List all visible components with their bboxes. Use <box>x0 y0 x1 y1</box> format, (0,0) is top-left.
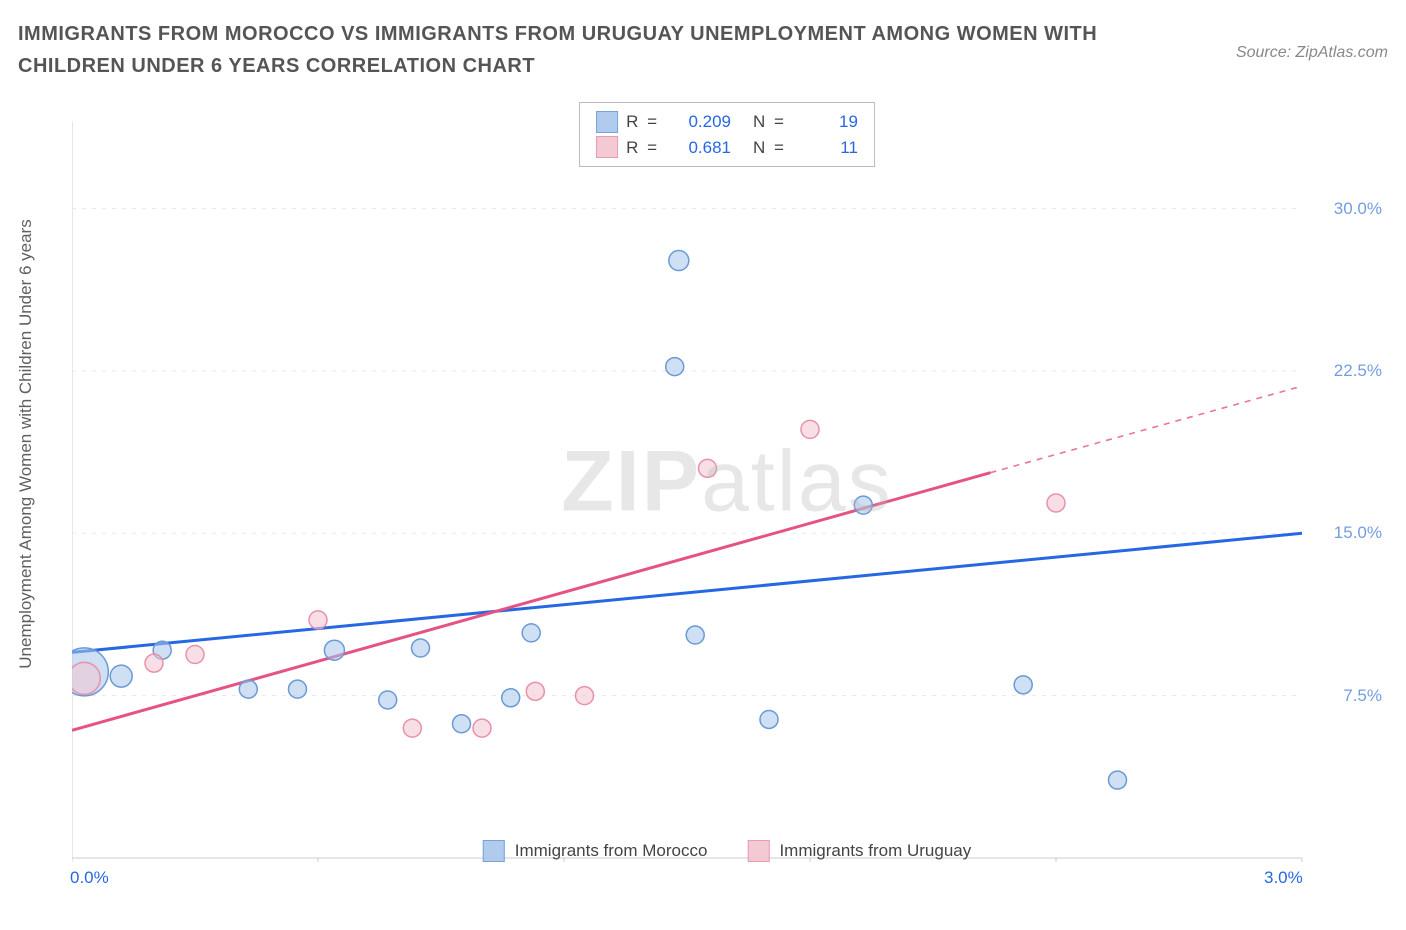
r-value: 0.209 <box>671 109 731 135</box>
uruguay-swatch <box>596 136 618 158</box>
legend-label: Immigrants from Morocco <box>515 841 708 861</box>
morocco-point <box>289 680 307 698</box>
legend-label: Immigrants from Uruguay <box>779 841 971 861</box>
morocco-point <box>669 251 689 271</box>
y-tick-label: 7.5% <box>1322 686 1382 706</box>
y-tick-label: 30.0% <box>1322 199 1382 219</box>
legend-item-morocco: Immigrants from Morocco <box>483 840 708 862</box>
correlation-scatter-chart: ZIPatlas R =0.209N =19R =0.681N =11 Immi… <box>72 102 1382 862</box>
uruguay-point <box>473 719 491 737</box>
r-value: 0.681 <box>671 135 731 161</box>
n-label: N = <box>753 109 786 135</box>
r-label: R = <box>626 109 659 135</box>
x-tick-label: 0.0% <box>70 868 109 888</box>
uruguay-point <box>309 611 327 629</box>
uruguay-point <box>801 420 819 438</box>
uruguay-point <box>145 654 163 672</box>
chart-svg <box>72 102 1382 862</box>
morocco-point <box>324 640 344 660</box>
morocco-swatch <box>483 840 505 862</box>
morocco-point <box>854 496 872 514</box>
morocco-point <box>239 680 257 698</box>
correlation-stats-legend: R = 0.209 N = 19 R = 0.681 N = 11 <box>579 102 875 167</box>
y-tick-label: 15.0% <box>1322 523 1382 543</box>
y-tick-label: 22.5% <box>1322 361 1382 381</box>
legend-item-uruguay: Immigrants from Uruguay <box>747 840 971 862</box>
uruguay-point <box>576 687 594 705</box>
morocco-point <box>453 715 471 733</box>
n-label: N = <box>753 135 786 161</box>
morocco-point <box>686 626 704 644</box>
morocco-swatch <box>596 111 618 133</box>
morocco-point <box>379 691 397 709</box>
uruguay-point <box>72 662 100 694</box>
morocco-point <box>522 624 540 642</box>
page-title: IMMIGRANTS FROM MOROCCO VS IMMIGRANTS FR… <box>18 18 1118 82</box>
legend-stats-row-morocco: R = 0.209 N = 19 <box>596 109 858 135</box>
y-axis-label: Unemployment Among Women with Children U… <box>16 64 36 824</box>
n-value: 19 <box>798 109 858 135</box>
morocco-point <box>110 665 132 687</box>
morocco-point <box>412 639 430 657</box>
series-legend: Immigrants from Morocco Immigrants from U… <box>483 840 971 862</box>
uruguay-point <box>403 719 421 737</box>
morocco-point <box>502 689 520 707</box>
morocco-point <box>760 710 778 728</box>
morocco-point <box>666 358 684 376</box>
morocco-point <box>1014 676 1032 694</box>
uruguay-point <box>1047 494 1065 512</box>
uruguay-point <box>186 646 204 664</box>
uruguay-point <box>526 682 544 700</box>
r-label: R = <box>626 135 659 161</box>
n-value: 11 <box>798 135 858 161</box>
x-tick-label: 3.0% <box>1264 868 1303 888</box>
uruguay-point <box>699 459 717 477</box>
uruguay-swatch <box>747 840 769 862</box>
source-attribution: Source: ZipAtlas.com <box>1236 44 1388 62</box>
morocco-point <box>1109 771 1127 789</box>
legend-stats-row-uruguay: R = 0.681 N = 11 <box>596 135 858 161</box>
